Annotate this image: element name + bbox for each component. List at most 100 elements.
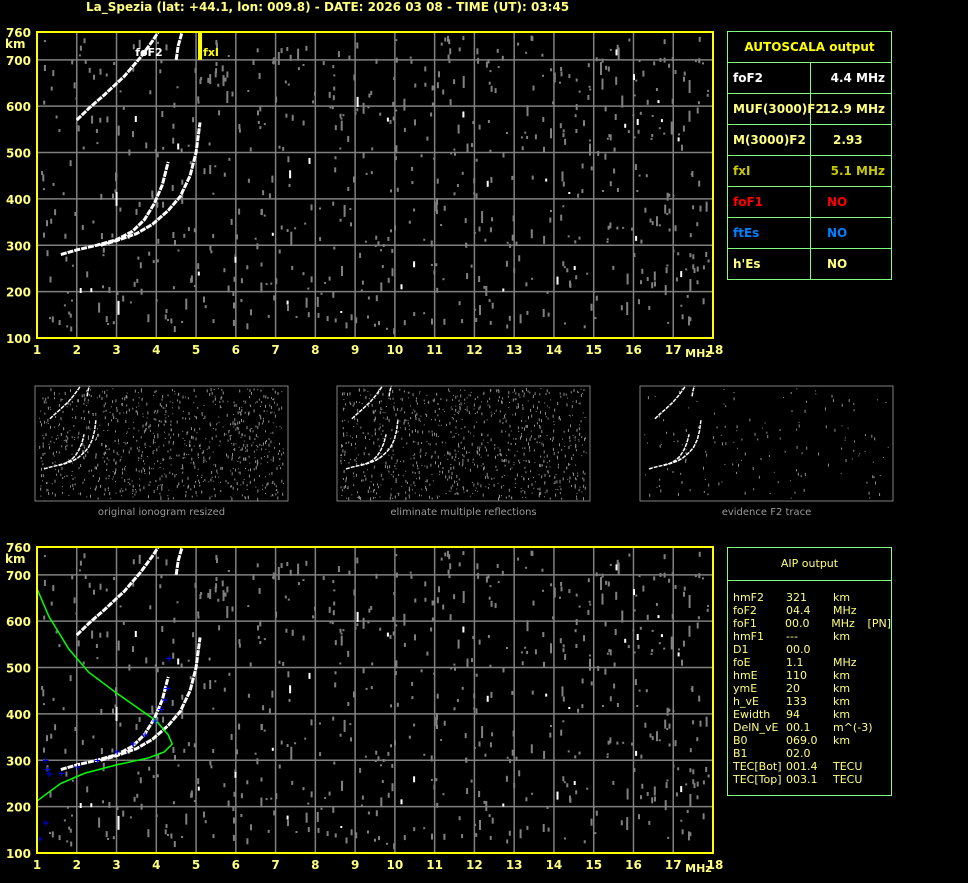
thumbnail-noise <box>463 455 465 458</box>
noise-dot <box>134 631 137 637</box>
thumbnail-noise <box>264 456 266 457</box>
x-tick-label: 18 <box>707 858 724 872</box>
thumbnail-noise <box>868 491 870 495</box>
noise-dot <box>696 222 699 227</box>
noise-dot <box>197 96 200 102</box>
noise-dot <box>560 67 563 71</box>
thumbnail-noise <box>647 396 649 400</box>
noise-dot <box>332 65 335 69</box>
aip-point: + <box>165 654 173 664</box>
thumbnail-noise <box>455 426 457 429</box>
thumbnail-noise <box>62 477 64 479</box>
noise-dot <box>227 285 230 293</box>
noise-dot <box>382 244 385 247</box>
thumbnail-noise <box>458 443 459 447</box>
noise-dot <box>403 642 406 647</box>
thumbnail-noise <box>124 397 126 401</box>
noise-dot <box>285 113 288 118</box>
thumbnail-noise <box>237 488 239 491</box>
thumbnail-noise <box>864 434 866 437</box>
thumbnail-noise <box>360 426 362 429</box>
noise-dot <box>541 53 544 57</box>
noise-dot <box>443 318 446 325</box>
thumbnail-noise <box>457 451 459 453</box>
thumbnail-noise <box>451 408 453 411</box>
thumbnail-noise <box>199 484 201 487</box>
noise-dot <box>521 146 524 151</box>
thumbnail-noise <box>127 482 129 483</box>
thumbnail-noise <box>160 496 162 500</box>
thumbnail-noise <box>262 484 264 486</box>
noise-dot <box>436 210 438 214</box>
noise-dot <box>604 668 607 675</box>
thumbnail-noise <box>540 455 542 458</box>
y-tick-label: 400 <box>6 193 31 207</box>
noise-dot <box>54 724 57 731</box>
thumbnail-noise <box>186 454 188 455</box>
thumbnail-noise <box>508 460 510 464</box>
noise-dot <box>172 123 175 129</box>
thumbnail-noise <box>427 402 429 403</box>
thumbnail-noise <box>74 477 76 479</box>
noise-dot <box>55 630 58 634</box>
thumbnail-noise <box>210 478 212 482</box>
noise-dot <box>305 45 308 51</box>
noise-dot <box>332 610 335 616</box>
thumbnail-noise <box>866 481 868 484</box>
noise-dot <box>562 129 565 133</box>
thumbnail-noise <box>123 442 125 443</box>
noise-dot <box>530 550 533 556</box>
noise-dot <box>319 237 322 242</box>
noise-dot <box>353 691 355 698</box>
thumbnail-noise <box>99 424 101 426</box>
noise-dot <box>167 834 169 836</box>
thumbnail-noise <box>109 411 111 413</box>
noise-dot <box>663 39 666 45</box>
noise-dot <box>677 652 680 657</box>
thumbnail-noise <box>340 463 342 465</box>
thumbnail-noise <box>140 458 142 460</box>
noise-dot <box>221 580 224 587</box>
thumbnail-noise <box>545 465 547 468</box>
noise-dot <box>694 60 697 63</box>
thumbnail-noise <box>494 447 496 450</box>
thumbnail-noise <box>84 398 86 402</box>
thumbnail-noise <box>353 426 355 427</box>
noise-dot <box>462 551 465 556</box>
thumbnail-noise <box>356 457 357 459</box>
thumbnail-noise <box>189 440 191 444</box>
thumbnail-noise <box>358 495 360 499</box>
aip-unit: MHz <box>831 617 855 630</box>
thumbnail-noise <box>92 475 94 477</box>
thumbnail-noise <box>345 442 347 445</box>
thumbnail-noise <box>570 444 572 446</box>
thumbnail-trace <box>49 385 82 420</box>
x-tick-label: 10 <box>387 343 404 357</box>
noise-dot <box>524 131 527 134</box>
thumbnail-noise <box>164 407 166 409</box>
noise-dot <box>356 623 359 627</box>
noise-dot <box>681 659 683 666</box>
thumbnail-noise <box>239 456 241 459</box>
noise-dot <box>106 116 109 123</box>
thumbnail-noise <box>268 438 270 440</box>
noise-dot <box>515 756 518 760</box>
thumbnail-noise <box>521 419 522 422</box>
noise-dot <box>382 759 385 762</box>
thumbnail-noise <box>87 399 89 402</box>
noise-dot <box>609 649 612 656</box>
noise-dot <box>403 127 406 132</box>
noise-dot <box>664 719 667 729</box>
thumbnail-noise <box>71 453 73 455</box>
thumbnail-noise <box>464 426 466 429</box>
aip-point: + <box>74 763 82 773</box>
thumbnail-noise <box>479 453 481 456</box>
thumbnail-noise <box>553 483 555 484</box>
thumbnail-noise <box>794 491 796 494</box>
thumbnail-noise <box>170 420 172 423</box>
thumbnail-noise <box>62 411 64 413</box>
thumbnail-noise <box>412 454 414 456</box>
noise-dot <box>99 68 102 75</box>
noise-dot <box>642 70 645 77</box>
noise-dot <box>494 603 497 609</box>
